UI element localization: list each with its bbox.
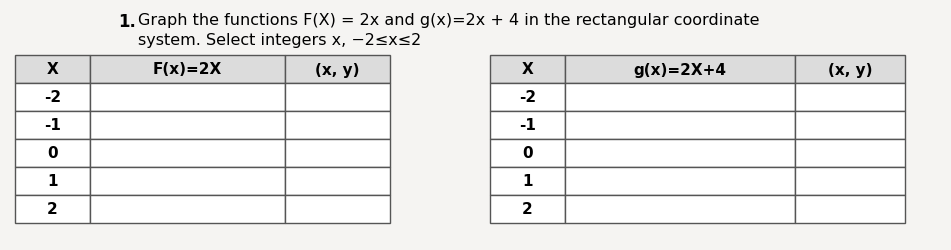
Bar xyxy=(795,112,905,140)
Bar xyxy=(565,140,795,167)
Bar xyxy=(285,112,390,140)
Bar xyxy=(90,140,285,167)
Bar xyxy=(490,56,565,84)
Text: -1: -1 xyxy=(44,118,61,133)
Bar xyxy=(565,112,795,140)
Bar xyxy=(565,56,795,84)
Bar xyxy=(285,140,390,167)
Bar xyxy=(565,195,795,223)
Text: F(x)=2X: F(x)=2X xyxy=(153,62,223,77)
Bar xyxy=(490,140,565,167)
Text: X: X xyxy=(47,62,58,77)
Bar xyxy=(15,195,90,223)
Bar xyxy=(15,84,90,112)
Bar xyxy=(15,56,90,84)
Text: (x, y): (x, y) xyxy=(827,62,872,77)
Bar xyxy=(15,167,90,195)
Bar xyxy=(90,56,285,84)
Bar xyxy=(90,112,285,140)
Text: X: X xyxy=(522,62,534,77)
Text: -2: -2 xyxy=(519,90,536,105)
Bar xyxy=(490,84,565,112)
Text: (x, y): (x, y) xyxy=(315,62,359,77)
Text: 1.: 1. xyxy=(118,13,136,31)
Bar xyxy=(90,84,285,112)
Bar xyxy=(285,56,390,84)
Bar xyxy=(565,167,795,195)
Bar xyxy=(285,195,390,223)
Bar xyxy=(795,167,905,195)
Text: 2: 2 xyxy=(48,202,58,217)
Bar xyxy=(490,112,565,140)
Bar xyxy=(795,140,905,167)
Bar xyxy=(795,84,905,112)
Bar xyxy=(15,112,90,140)
Text: system. Select integers x, −2≤x≤2: system. Select integers x, −2≤x≤2 xyxy=(138,33,421,48)
Bar xyxy=(90,167,285,195)
Bar xyxy=(795,195,905,223)
Text: 1: 1 xyxy=(522,174,533,189)
Bar xyxy=(490,195,565,223)
Bar xyxy=(490,167,565,195)
Bar xyxy=(15,140,90,167)
Bar xyxy=(565,84,795,112)
Text: 0: 0 xyxy=(48,146,58,161)
Bar xyxy=(285,84,390,112)
Text: -2: -2 xyxy=(44,90,61,105)
Bar xyxy=(795,56,905,84)
Text: -1: -1 xyxy=(519,118,536,133)
Text: 2: 2 xyxy=(522,202,533,217)
Text: 1: 1 xyxy=(48,174,58,189)
Text: g(x)=2X+4: g(x)=2X+4 xyxy=(633,62,727,77)
Bar xyxy=(285,167,390,195)
Bar xyxy=(90,195,285,223)
Text: Graph the functions F(X) = 2x and g(x)=2x + 4 in the rectangular coordinate: Graph the functions F(X) = 2x and g(x)=2… xyxy=(138,13,760,28)
Text: 0: 0 xyxy=(522,146,533,161)
